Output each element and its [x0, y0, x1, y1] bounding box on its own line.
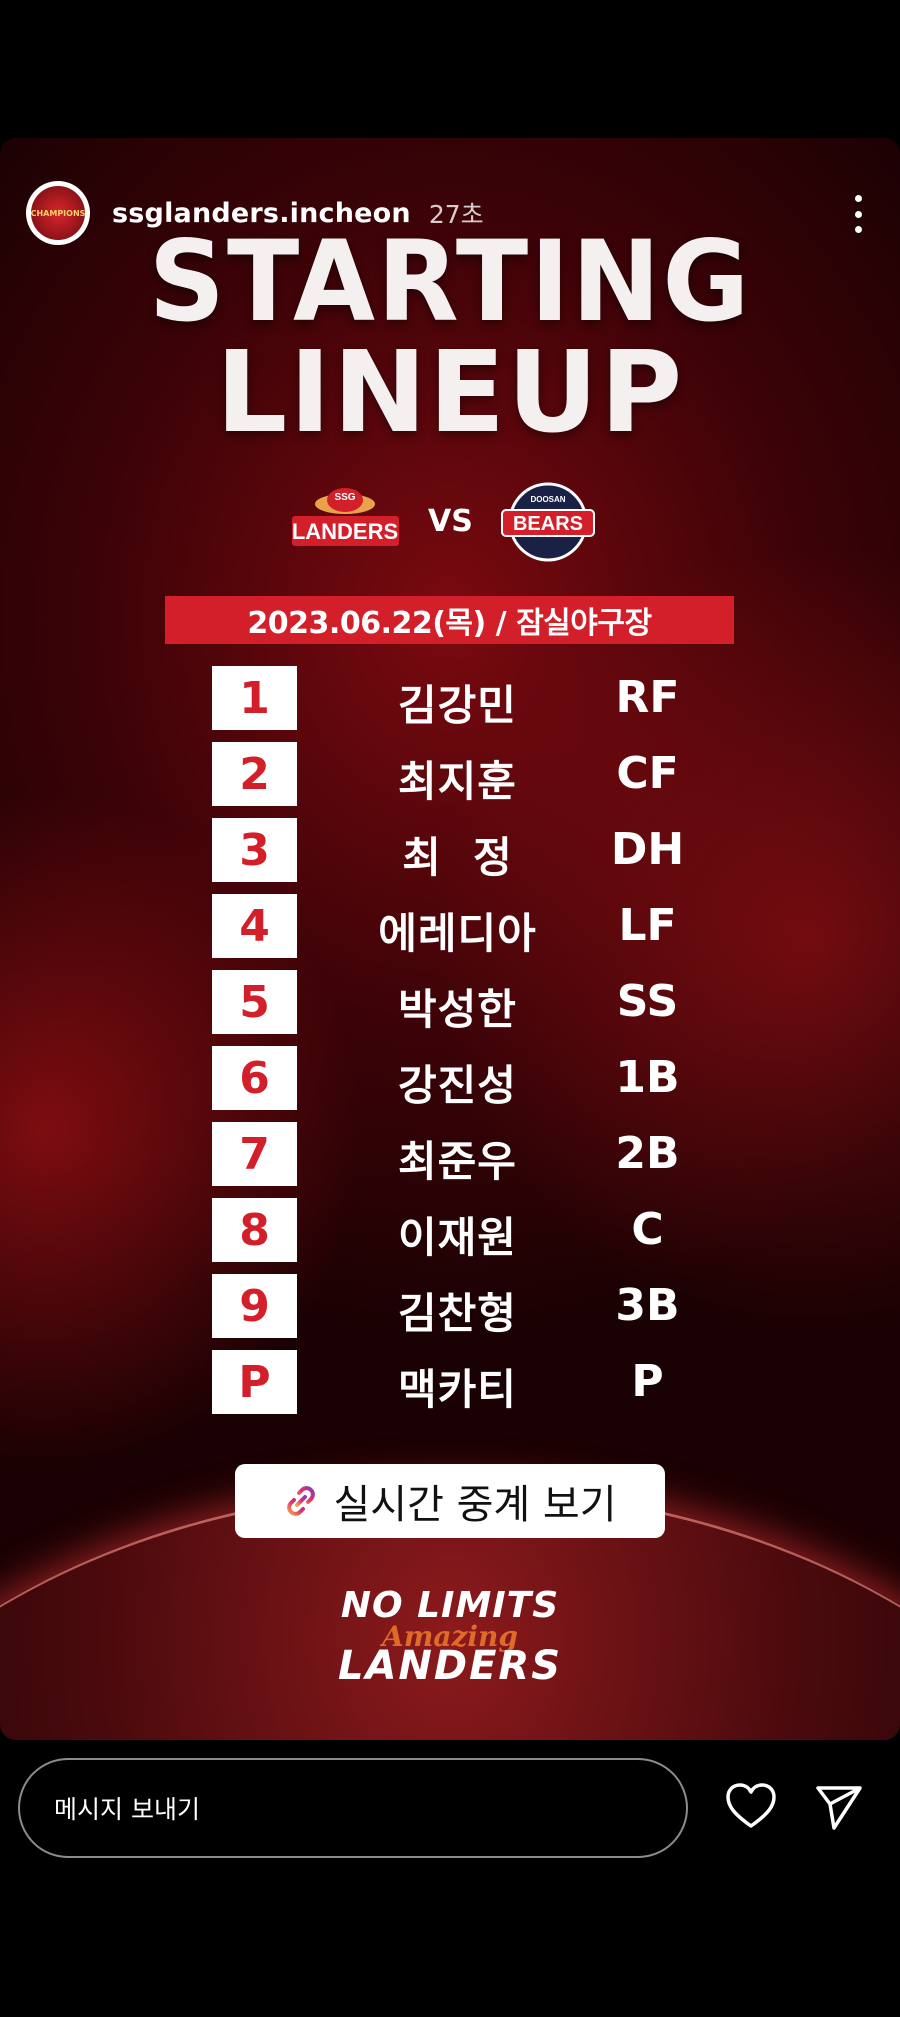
player-name: 이재원	[398, 1213, 517, 1262]
post-time: 27초	[428, 200, 484, 229]
player-position: DH	[610, 824, 685, 875]
player-position: 1B	[615, 1052, 680, 1103]
vs-label: VS	[428, 504, 473, 539]
more-icon[interactable]	[852, 195, 864, 233]
live-broadcast-link-sticker[interactable]: 실시간 중계 보기	[235, 1464, 665, 1538]
lineup-row: 6 강진성 1B	[0, 1046, 900, 1112]
player-position: 3B	[615, 1280, 680, 1331]
player-position: RF	[615, 672, 680, 723]
home-team-name: LANDERS	[292, 519, 398, 544]
away-team-name: BEARS	[513, 513, 583, 535]
player-name: 김강민	[398, 681, 517, 730]
live-link-label: 실시간 중계 보기	[333, 1482, 617, 1528]
title-line-2: LINEUP	[215, 328, 685, 458]
home-team-small: SSG	[334, 492, 355, 503]
landers-logo: SSG LANDERS	[288, 482, 403, 562]
slogan-line-2: Amazing	[382, 1620, 518, 1653]
batting-order: 7	[212, 1122, 297, 1186]
message-placeholder: 메시지 보내기	[54, 1795, 200, 1824]
message-input[interactable]: 메시지 보내기	[18, 1758, 688, 1858]
player-position: SS	[616, 976, 679, 1027]
batting-order: P	[212, 1350, 297, 1414]
slogan-logo: NO LIMITS Amazing LANDERS	[0, 1585, 900, 1689]
bears-logo: DOOSAN BEARS	[500, 480, 596, 564]
away-team-small: DOOSAN	[530, 495, 565, 504]
batting-order: 2	[212, 742, 297, 806]
slogan-line-1: NO LIMITS	[340, 1585, 560, 1626]
player-name: 맥카티	[398, 1365, 517, 1414]
lineup-row: 5 박성한 SS	[0, 970, 900, 1036]
send-icon[interactable]	[812, 1780, 866, 1834]
player-position: C	[631, 1204, 664, 1255]
matchup: SSG LANDERS VS DOOSAN BEARS	[0, 478, 900, 568]
batting-order: 9	[212, 1274, 297, 1338]
avatar[interactable]: CHAMPIONS	[26, 181, 90, 245]
link-icon	[287, 1486, 316, 1516]
slogan-line-3: LANDERS	[337, 1643, 563, 1689]
batting-order: 3	[212, 818, 297, 882]
lineup-row: 2 최지훈 CF	[0, 742, 900, 808]
batting-order: 8	[212, 1198, 297, 1262]
player-name: 박성한	[398, 985, 517, 1034]
player-name: 최준우	[398, 1137, 517, 1186]
player-position: CF	[616, 748, 679, 799]
player-position: P	[631, 1356, 664, 1407]
player-position: LF	[618, 900, 677, 951]
lineup-row: 8 이재원 C	[0, 1198, 900, 1264]
heart-icon[interactable]	[724, 1780, 778, 1834]
lineup-row: 3 최 정 DH	[0, 818, 900, 884]
date-venue-banner: 2023.06.22(목) / 잠실야구장	[165, 596, 734, 644]
story-header: CHAMPIONS ssglanders.incheon 27초	[26, 181, 874, 245]
player-position: 2B	[615, 1128, 680, 1179]
lineup-row: P 맥카티 P	[0, 1350, 900, 1416]
lineup-row: 1 김강민 RF	[0, 666, 900, 732]
player-name: 최지훈	[398, 757, 517, 806]
batting-order: 1	[212, 666, 297, 730]
player-name: 김찬형	[398, 1289, 517, 1338]
avatar-text: CHAMPIONS	[30, 208, 86, 218]
player-name: 최 정	[402, 833, 513, 882]
lineup-row: 9 김찬형 3B	[0, 1274, 900, 1340]
username[interactable]: ssglanders.incheon	[112, 197, 411, 229]
player-name: 에레디아	[378, 909, 537, 958]
batting-order: 6	[212, 1046, 297, 1110]
player-name: 강진성	[398, 1061, 517, 1110]
title-line-1: STARTING	[148, 216, 752, 347]
batting-order: 4	[212, 894, 297, 958]
lineup-row: 4 에레디아 LF	[0, 894, 900, 960]
batting-order: 5	[212, 970, 297, 1034]
lineup-row: 7 최준우 2B	[0, 1122, 900, 1188]
